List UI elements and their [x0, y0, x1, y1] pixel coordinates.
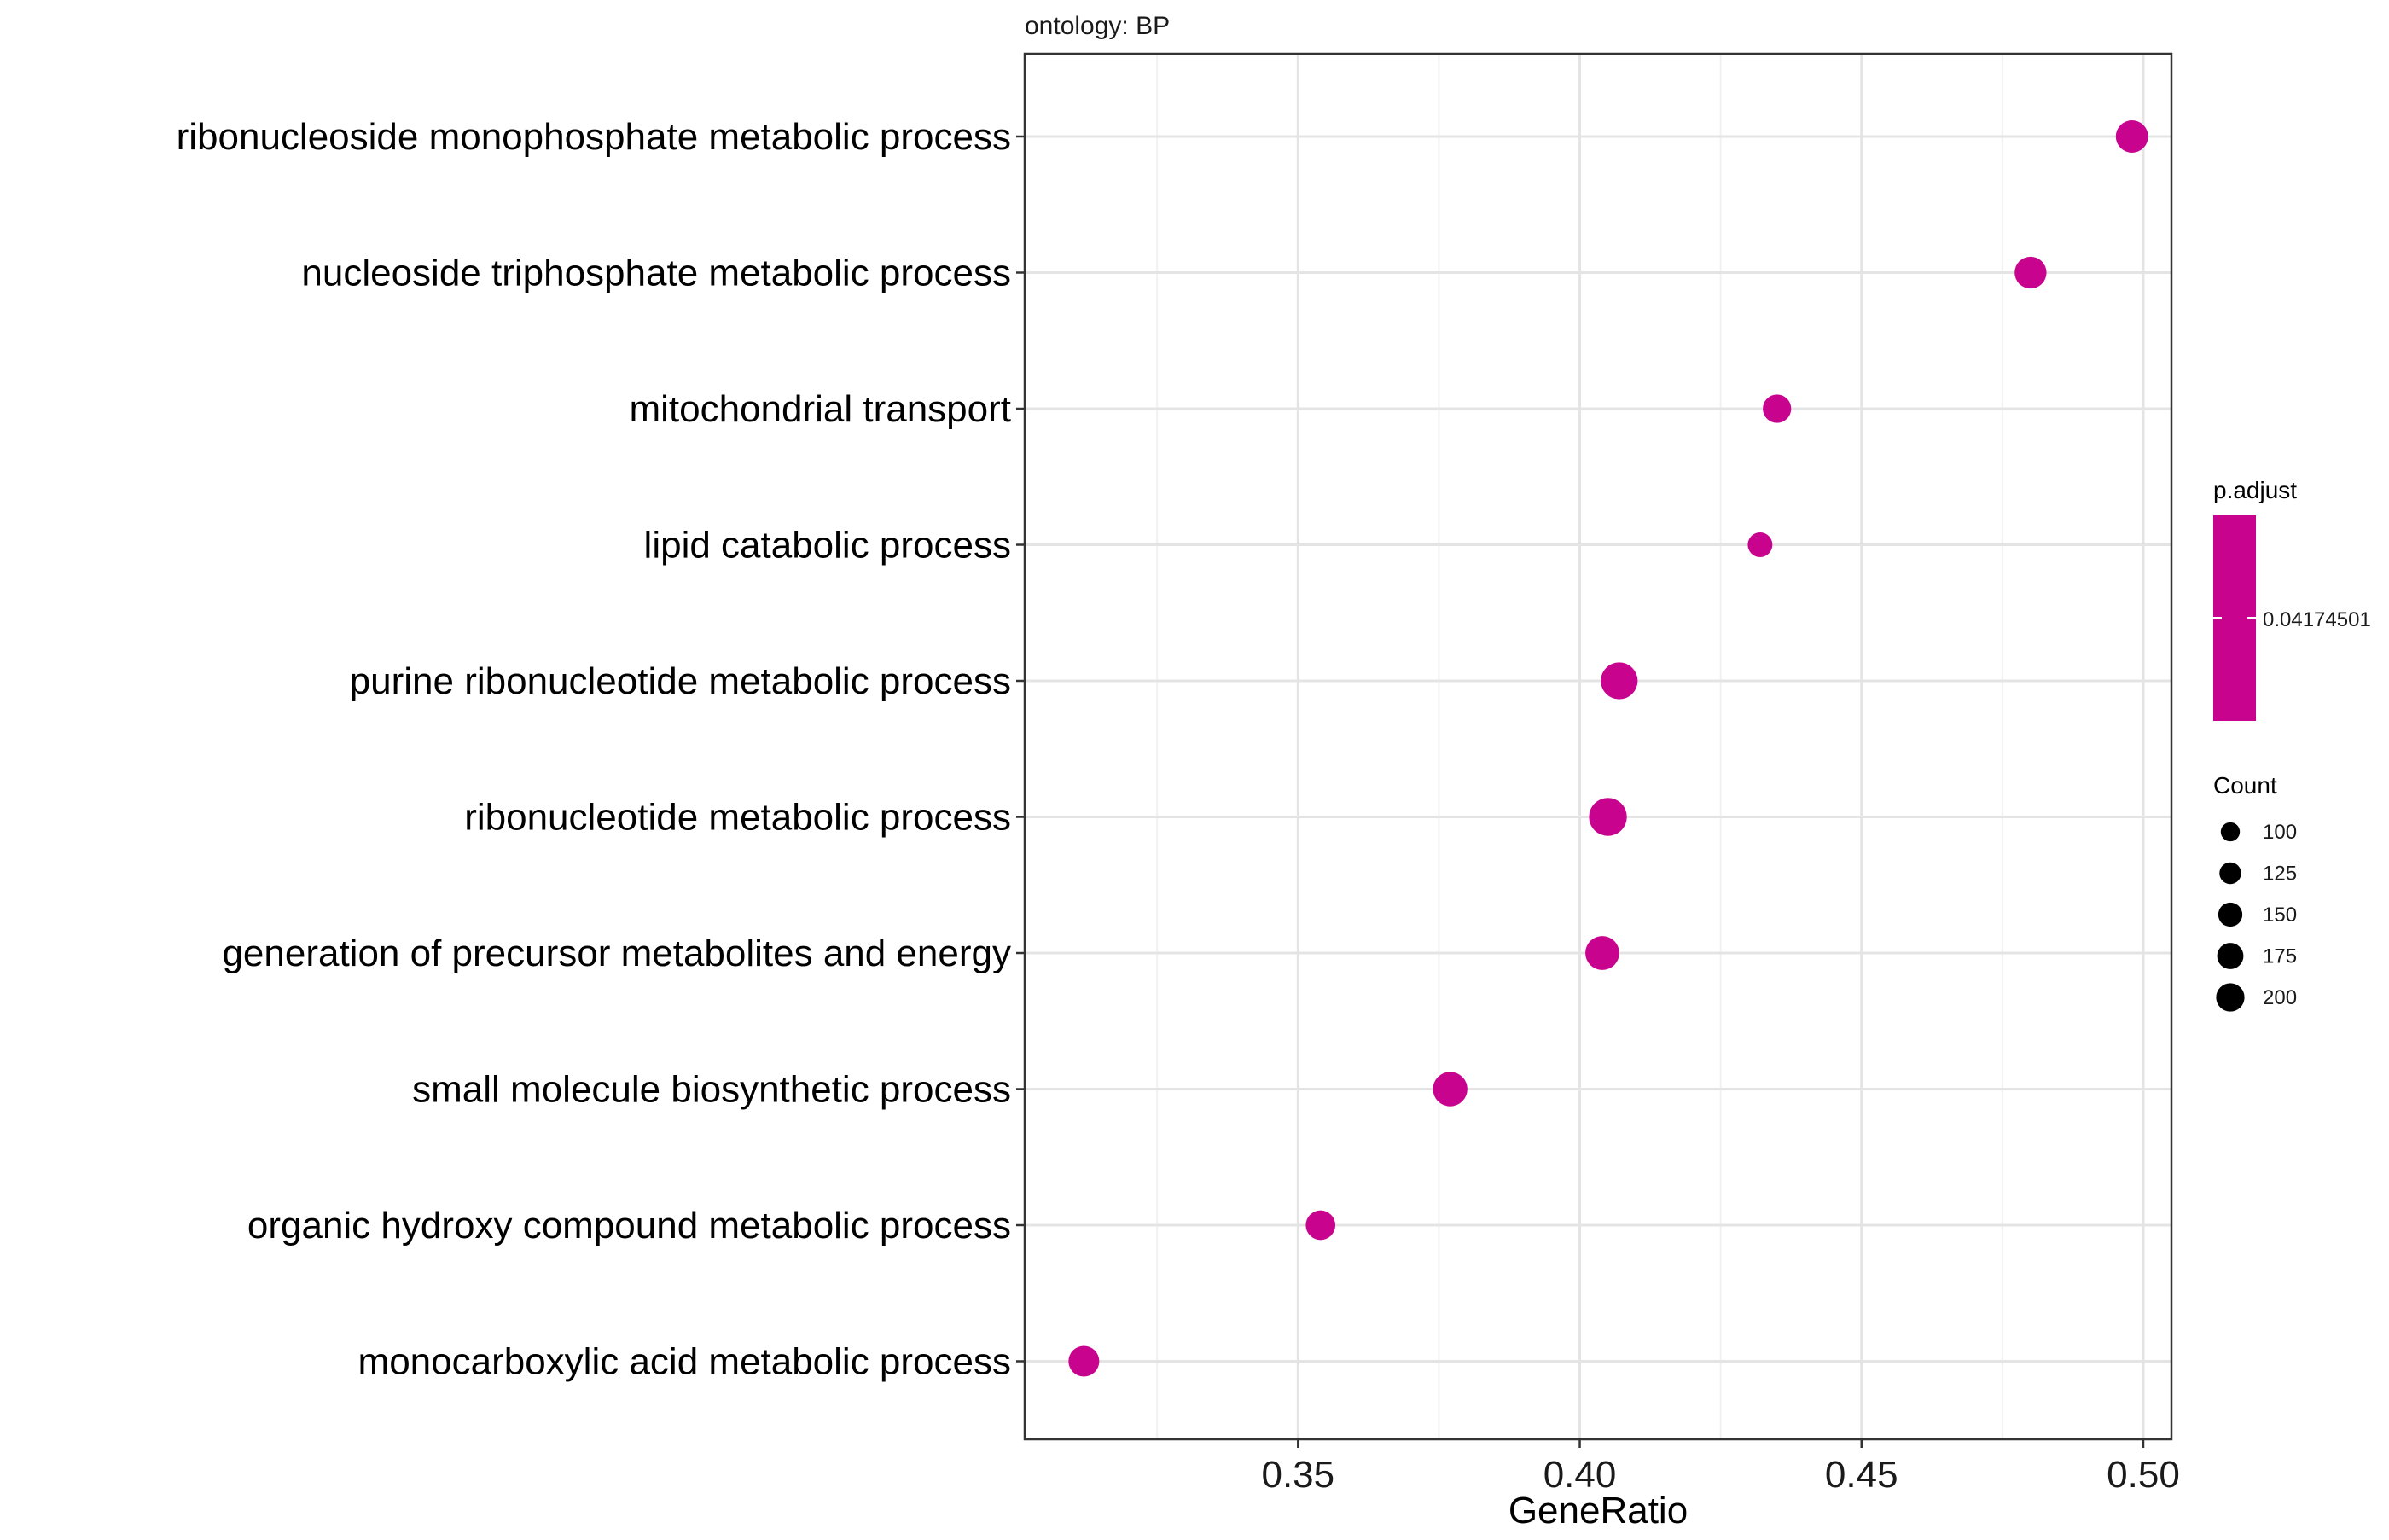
facet-title: ontology: BP — [1025, 12, 1170, 40]
point-5 — [1589, 798, 1627, 836]
point-3 — [1747, 532, 1773, 557]
point-2 — [1763, 394, 1792, 423]
legend-count-label-2: 150 — [2263, 904, 2297, 927]
legend-count-dot-4 — [2216, 983, 2245, 1012]
legend-p-adjust-label: 0.04174501 — [2263, 608, 2371, 631]
legend-count: Count 100 125 150 175 200 — [2213, 772, 2297, 1012]
legend-count-title: Count — [2213, 772, 2277, 799]
x-tick-label-3: 0.50 — [2107, 1454, 2180, 1496]
y-tick-label-2: mitochondrial transport — [629, 388, 1011, 430]
legend-count-dot-2 — [2218, 902, 2243, 927]
data-points — [1068, 120, 2148, 1377]
legend-count-label-0: 100 — [2263, 821, 2297, 844]
y-axis: ribonucleoside monophosphate metabolic p… — [177, 116, 1025, 1383]
y-tick-label-6: generation of precursor metabolites and … — [222, 933, 1011, 974]
legend-count-label-4: 200 — [2263, 986, 2297, 1009]
x-tick-label-1: 0.40 — [1543, 1454, 1617, 1496]
y-tick-label-4: purine ribonucleotide metabolic process — [350, 660, 1011, 702]
point-4 — [1601, 662, 1638, 700]
y-tick-label-5: ribonucleotide metabolic process — [464, 797, 1011, 839]
y-tick-label-0: ribonucleoside monophosphate metabolic p… — [177, 116, 1011, 158]
legend-count-dot-1 — [2219, 862, 2241, 885]
legend-count-label-3: 175 — [2263, 945, 2297, 968]
y-tick-label-3: lipid catabolic process — [644, 525, 1011, 567]
legend-p-adjust-title: p.adjust — [2213, 477, 2297, 503]
legend-count-keys: 100 125 150 175 200 — [2216, 821, 2297, 1012]
x-tick-label-0: 0.35 — [1261, 1454, 1334, 1496]
panel-border — [1023, 52, 2173, 1441]
point-8 — [1305, 1210, 1336, 1241]
x-axis-title: GeneRatio — [1508, 1490, 1688, 1531]
y-tick-label-7: small molecule biosynthetic process — [412, 1069, 1011, 1111]
point-0 — [2115, 120, 2148, 153]
point-9 — [1068, 1345, 1100, 1377]
legend-count-dot-3 — [2217, 943, 2244, 969]
point-1 — [2014, 256, 2047, 289]
y-tick-label-8: organic hydroxy compound metabolic proce… — [247, 1205, 1011, 1247]
point-7 — [1433, 1072, 1468, 1107]
legend-p-adjust: p.adjust 0.04174501 — [2213, 477, 2371, 721]
legend-count-dot-0 — [2220, 822, 2241, 842]
point-6 — [1585, 936, 1619, 970]
y-tick-label-9: monocarboxylic acid metabolic process — [358, 1341, 1011, 1383]
x-axis: 0.35 0.40 0.45 0.50 — [1261, 1439, 2180, 1496]
x-tick-label-2: 0.45 — [1825, 1454, 1898, 1496]
y-tick-label-1: nucleoside triphosphate metabolic proces… — [301, 253, 1011, 294]
legend-count-label-1: 125 — [2263, 863, 2297, 886]
